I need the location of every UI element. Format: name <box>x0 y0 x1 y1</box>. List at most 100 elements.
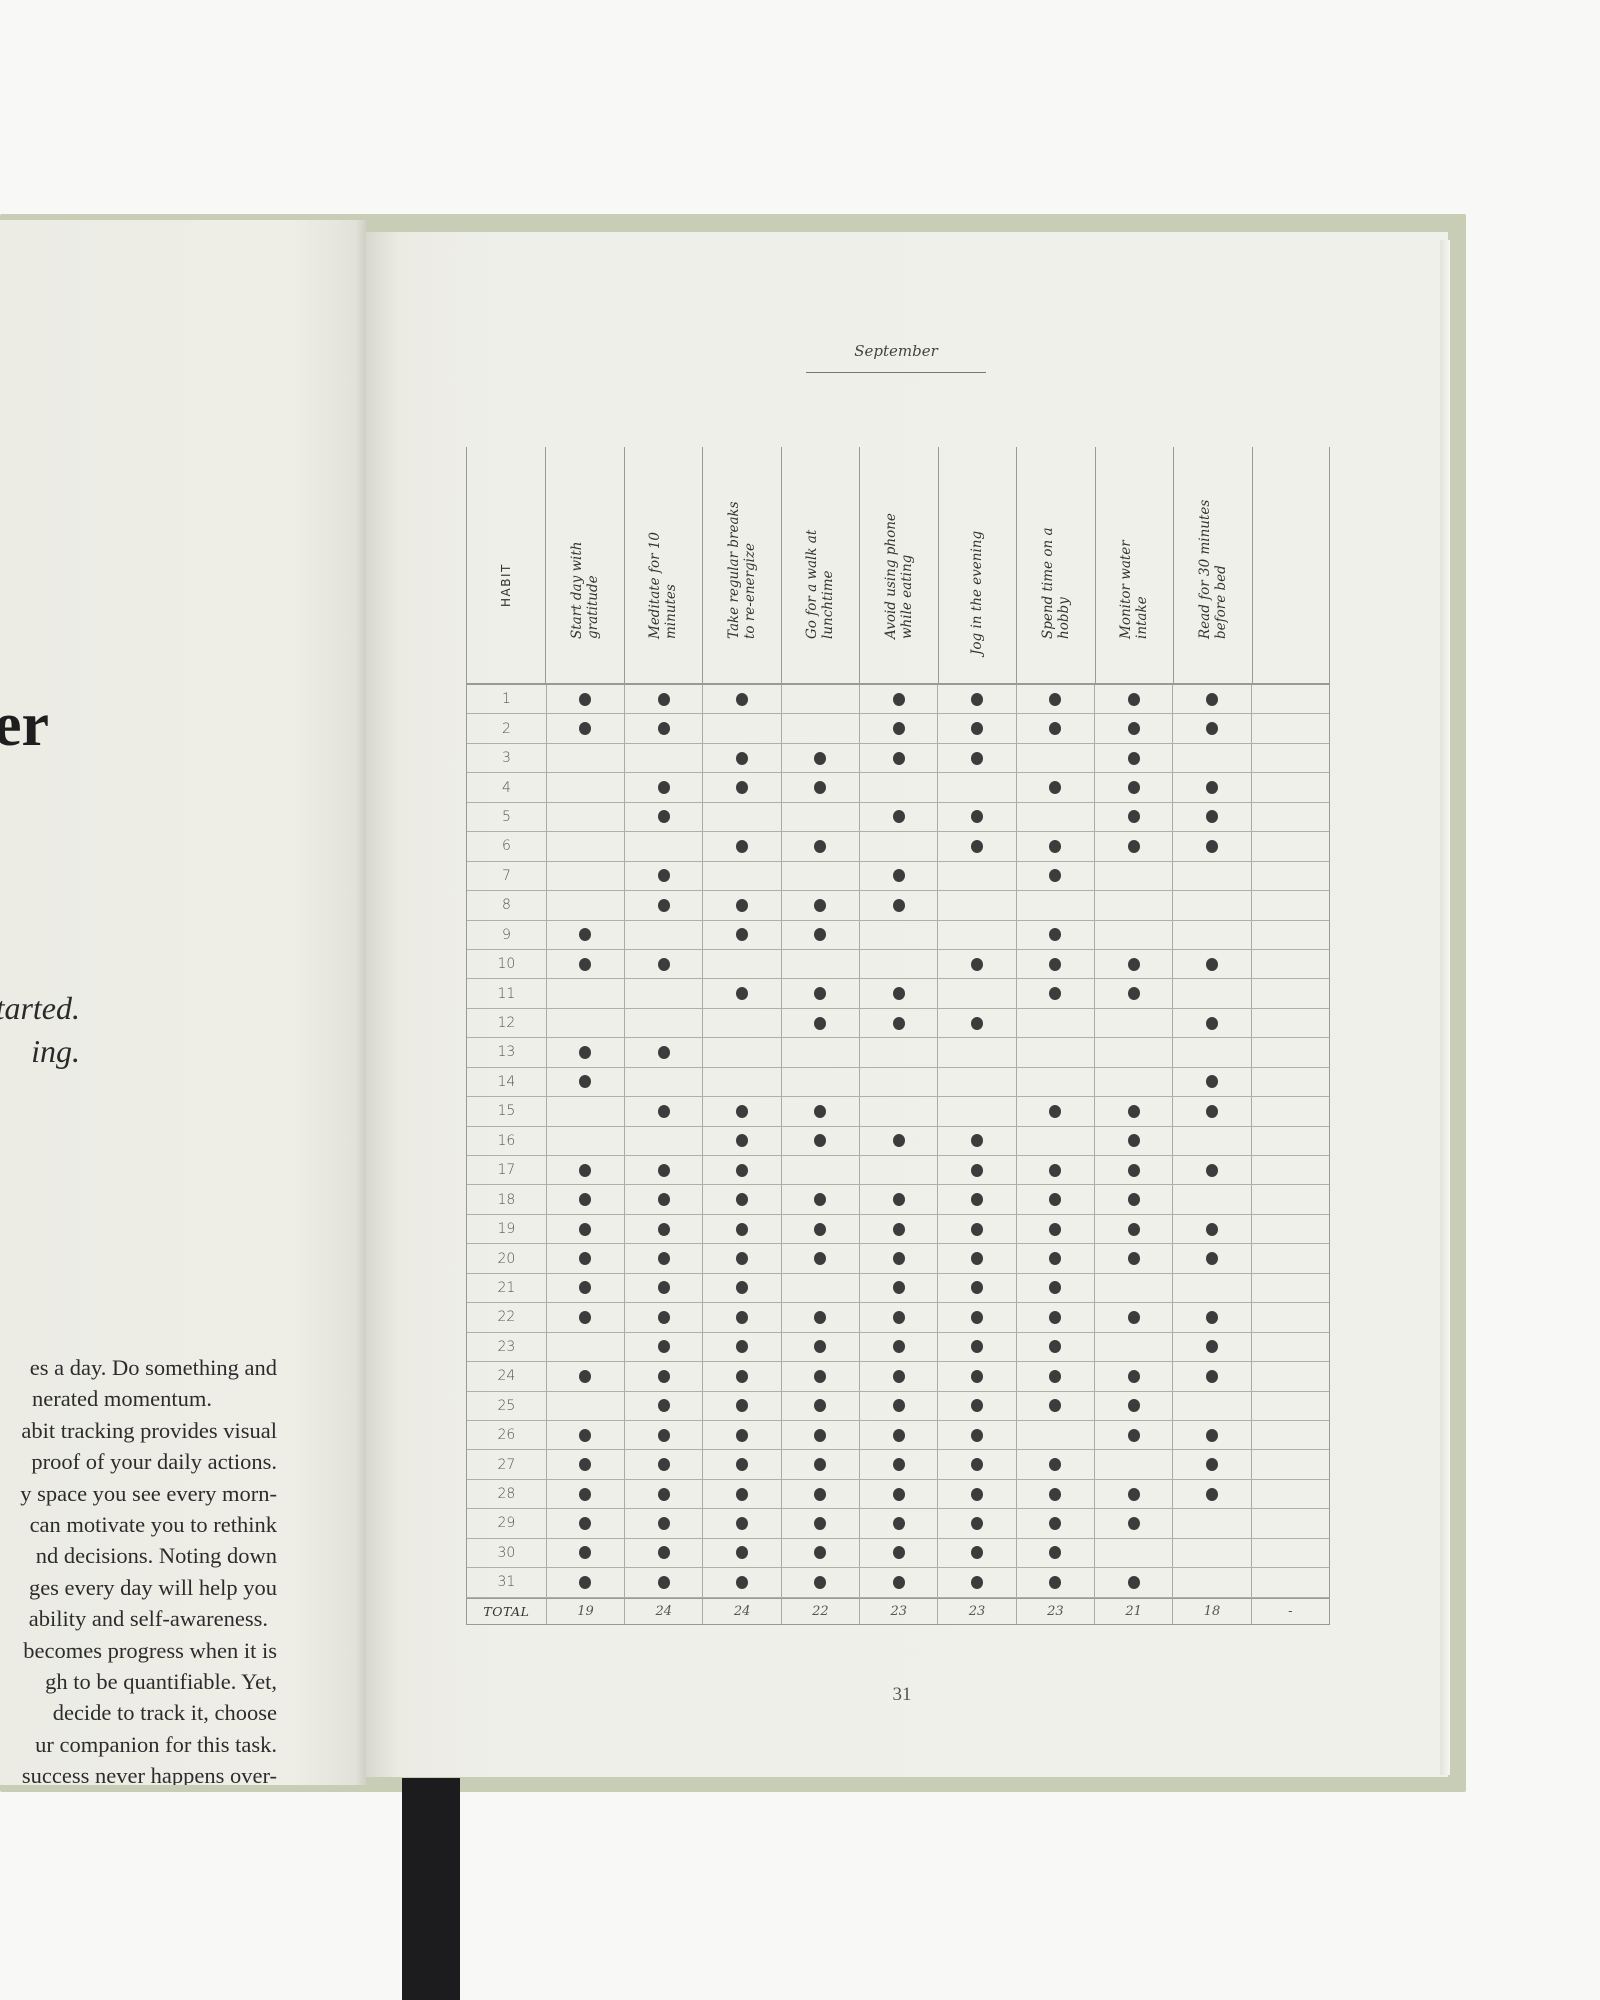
habit-cell[interactable] <box>1094 861 1172 891</box>
habit-cell[interactable] <box>1250 1509 1329 1538</box>
habit-cell[interactable] <box>1094 1008 1172 1038</box>
habit-cell[interactable] <box>702 1479 780 1509</box>
habit-cell[interactable] <box>780 832 859 861</box>
habit-cell[interactable] <box>859 1538 937 1568</box>
habit-cell[interactable] <box>624 1303 702 1332</box>
habit-cell[interactable] <box>624 1244 702 1273</box>
habit-cell[interactable] <box>1015 1362 1094 1391</box>
habit-cell[interactable] <box>859 1568 937 1597</box>
habit-cell[interactable] <box>624 979 702 1008</box>
habit-cell[interactable] <box>702 1126 780 1155</box>
habit-cell[interactable] <box>937 685 1015 714</box>
habit-cell[interactable] <box>1172 1067 1250 1097</box>
habit-cell[interactable] <box>859 743 937 773</box>
habit-cell[interactable] <box>545 1214 624 1244</box>
habit-cell[interactable] <box>624 832 702 861</box>
habit-cell[interactable] <box>1172 1097 1250 1126</box>
habit-cell[interactable] <box>780 1097 859 1126</box>
habit-cell[interactable] <box>1172 1126 1250 1155</box>
habit-cell[interactable] <box>937 1568 1015 1597</box>
habit-cell[interactable] <box>859 1126 937 1155</box>
habit-cell[interactable] <box>624 861 702 891</box>
habit-cell[interactable] <box>1172 949 1250 979</box>
habit-cell[interactable] <box>937 802 1015 832</box>
habit-cell[interactable] <box>624 1538 702 1568</box>
habit-cell[interactable] <box>1250 1156 1329 1185</box>
habit-cell[interactable] <box>545 685 624 714</box>
habit-cell[interactable] <box>1250 949 1329 979</box>
habit-cell[interactable] <box>702 949 780 979</box>
habit-cell[interactable] <box>1015 1509 1094 1538</box>
habit-cell[interactable] <box>702 1420 780 1450</box>
habit-cell[interactable] <box>937 1126 1015 1155</box>
habit-cell[interactable] <box>780 1303 859 1332</box>
habit-cell[interactable] <box>1172 861 1250 891</box>
habit-cell[interactable] <box>780 1273 859 1303</box>
habit-cell[interactable] <box>1015 1273 1094 1303</box>
habit-cell[interactable] <box>1250 1273 1329 1303</box>
habit-cell[interactable] <box>624 1156 702 1185</box>
habit-cell[interactable] <box>1094 1538 1172 1568</box>
habit-cell[interactable] <box>937 1391 1015 1420</box>
habit-cell[interactable] <box>1094 773 1172 802</box>
habit-cell[interactable] <box>545 1038 624 1067</box>
habit-cell[interactable] <box>1094 1450 1172 1479</box>
habit-cell[interactable] <box>1015 920 1094 949</box>
habit-cell[interactable] <box>702 1273 780 1303</box>
habit-cell[interactable] <box>1172 832 1250 861</box>
habit-cell[interactable] <box>545 979 624 1008</box>
habit-cell[interactable] <box>545 1450 624 1479</box>
habit-cell[interactable] <box>780 1509 859 1538</box>
habit-cell[interactable] <box>702 1097 780 1126</box>
habit-cell[interactable] <box>780 1067 859 1097</box>
habit-cell[interactable] <box>545 920 624 949</box>
habit-cell[interactable] <box>1172 1420 1250 1450</box>
habit-cell[interactable] <box>1015 1332 1094 1362</box>
habit-cell[interactable] <box>624 1214 702 1244</box>
bookmark-ribbon[interactable] <box>402 1778 460 2000</box>
habit-cell[interactable] <box>1094 891 1172 920</box>
habit-cell[interactable] <box>1094 1185 1172 1214</box>
habit-cell[interactable] <box>1094 920 1172 949</box>
habit-cell[interactable] <box>937 1273 1015 1303</box>
habit-cell[interactable] <box>780 1362 859 1391</box>
habit-cell[interactable] <box>624 802 702 832</box>
habit-cell[interactable] <box>1172 1156 1250 1185</box>
habit-cell[interactable] <box>859 685 937 714</box>
habit-cell[interactable] <box>1015 773 1094 802</box>
habit-cell[interactable] <box>624 1420 702 1450</box>
habit-cell[interactable] <box>780 1538 859 1568</box>
habit-cell[interactable] <box>937 1479 1015 1509</box>
habit-cell[interactable] <box>937 743 1015 773</box>
habit-cell[interactable] <box>859 1362 937 1391</box>
habit-cell[interactable] <box>1015 1538 1094 1568</box>
habit-cell[interactable] <box>624 920 702 949</box>
habit-cell[interactable] <box>624 949 702 979</box>
habit-cell[interactable] <box>1172 1391 1250 1420</box>
habit-cell[interactable] <box>859 1185 937 1214</box>
habit-cell[interactable] <box>1250 1538 1329 1568</box>
habit-cell[interactable] <box>624 1126 702 1155</box>
habit-cell[interactable] <box>780 773 859 802</box>
habit-cell[interactable] <box>1250 1126 1329 1155</box>
habit-cell[interactable] <box>780 949 859 979</box>
habit-cell[interactable] <box>545 861 624 891</box>
habit-cell[interactable] <box>937 1067 1015 1097</box>
habit-cell[interactable] <box>1094 949 1172 979</box>
habit-cell[interactable] <box>859 1008 937 1038</box>
habit-cell[interactable] <box>937 1450 1015 1479</box>
habit-cell[interactable] <box>702 861 780 891</box>
habit-cell[interactable] <box>1094 1303 1172 1332</box>
habit-cell[interactable] <box>545 949 624 979</box>
habit-cell[interactable] <box>937 773 1015 802</box>
habit-cell[interactable] <box>1094 1097 1172 1126</box>
habit-cell[interactable] <box>780 1332 859 1362</box>
habit-cell[interactable] <box>545 802 624 832</box>
habit-cell[interactable] <box>937 714 1015 743</box>
habit-cell[interactable] <box>1094 1362 1172 1391</box>
habit-cell[interactable] <box>1094 1332 1172 1362</box>
habit-cell[interactable] <box>859 949 937 979</box>
habit-cell[interactable] <box>1172 1273 1250 1303</box>
habit-cell[interactable] <box>780 1126 859 1155</box>
habit-cell[interactable] <box>780 1391 859 1420</box>
